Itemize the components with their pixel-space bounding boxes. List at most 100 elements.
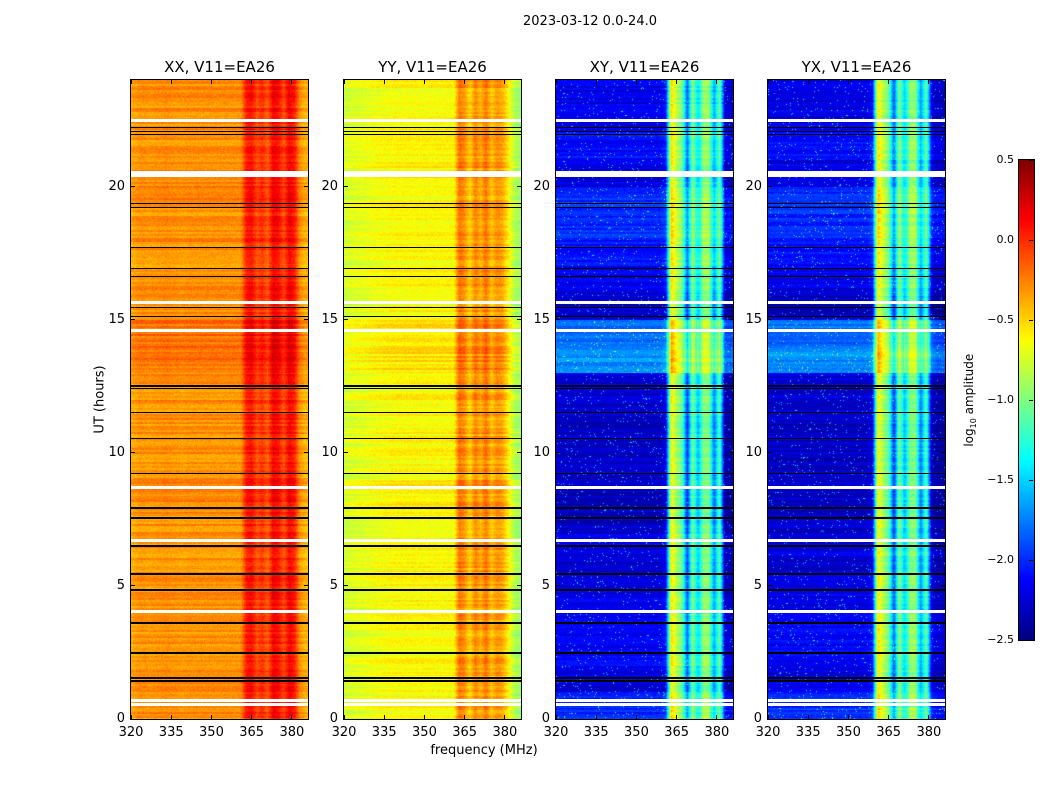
scan-boundary-line — [556, 385, 733, 387]
scan-boundary-line — [131, 385, 308, 387]
panel-yx: YX, V11=EA26 0 5 10 15 20 320 335 350 365 380 — [745, 58, 946, 740]
scan-boundary-line — [768, 411, 945, 414]
scan-boundary-line — [344, 680, 521, 682]
colorbar — [1018, 159, 1035, 641]
x-tick-label: 335 — [158, 725, 184, 740]
scan-boundary-line — [556, 133, 733, 136]
scan-boundary-line — [556, 573, 733, 575]
x-tick-label: 350 — [836, 725, 861, 740]
scan-boundary-line — [344, 315, 521, 318]
y-tick — [344, 319, 348, 321]
y-tick — [304, 585, 308, 587]
x-tick — [847, 715, 849, 719]
y-tick — [517, 452, 521, 454]
y-tick-label: 20 — [321, 178, 338, 194]
flagged-row — [556, 538, 733, 542]
scan-boundary-line — [556, 246, 733, 249]
x-tick — [383, 715, 385, 719]
flagged-row — [556, 328, 733, 332]
x-tick — [595, 80, 597, 84]
flagged-row — [344, 328, 521, 332]
x-tick — [343, 80, 345, 84]
colorbar-tick — [1029, 159, 1033, 161]
y-tick — [517, 319, 521, 321]
panel-title: XX, V11=EA26 — [164, 58, 275, 76]
x-tick — [767, 80, 769, 84]
y-tick — [941, 186, 945, 187]
flagged-row — [344, 703, 521, 707]
y-tick-label: 5 — [116, 577, 125, 593]
scan-boundary-line — [556, 652, 733, 654]
x-tick — [251, 715, 253, 719]
scan-boundary-line — [556, 677, 733, 679]
x-tick — [676, 80, 678, 84]
scan-boundary-line — [768, 437, 945, 440]
scan-boundary-line — [131, 677, 308, 679]
scan-boundary-line — [344, 437, 521, 440]
scan-boundary-line — [768, 133, 945, 136]
x-tick — [504, 80, 506, 84]
x-tick — [928, 80, 930, 84]
scan-boundary-line — [556, 206, 733, 209]
scan-boundary-line — [556, 126, 733, 129]
scan-boundary-line — [556, 275, 733, 278]
colorbar-gradient — [1019, 160, 1034, 640]
scan-boundary-line — [556, 589, 733, 591]
x-tick-label: 320 — [543, 725, 569, 740]
flagged-row — [131, 300, 308, 304]
x-tick — [423, 715, 425, 719]
y-tick — [344, 186, 348, 187]
y-tick — [131, 186, 135, 187]
colorbar-tick — [1029, 399, 1033, 401]
flagged-row — [556, 170, 733, 174]
panel-title: YY, V11=EA26 — [378, 58, 487, 76]
y-tick — [729, 585, 733, 587]
colorbar-tick — [1029, 319, 1033, 321]
flagged-row — [768, 118, 945, 122]
y-tick — [304, 718, 308, 720]
scan-boundary-line — [768, 472, 945, 474]
scan-boundary-line — [131, 517, 308, 519]
scan-boundary-line — [131, 315, 308, 318]
colorbar-tick — [1029, 479, 1033, 481]
scan-boundary-line — [131, 206, 308, 209]
x-tick — [251, 80, 253, 84]
x-tick — [170, 80, 172, 84]
panel-title: XY, V11=EA26 — [589, 58, 700, 76]
y-tick-label: 0 — [116, 711, 125, 726]
scan-boundary-line — [131, 622, 308, 624]
scan-boundary-line — [556, 306, 733, 309]
colorbar-tick-label: 0.0 — [996, 233, 1015, 246]
scan-boundary-line — [344, 545, 521, 547]
scan-boundary-line — [556, 202, 733, 205]
flagged-row — [556, 174, 733, 178]
y-tick — [517, 585, 521, 587]
colorbar-tick — [1029, 559, 1033, 561]
scan-boundary-line — [768, 652, 945, 654]
flagged-row — [131, 703, 308, 707]
scan-boundary-line — [556, 411, 733, 414]
flagged-row — [768, 328, 945, 332]
y-tick — [729, 186, 733, 187]
x-tick — [464, 715, 466, 719]
y-tick — [131, 452, 135, 454]
scan-boundary-line — [768, 589, 945, 591]
flagged-row — [131, 485, 308, 489]
x-tick-label: 365 — [664, 725, 690, 740]
colorbar-tick-label: −0.5 — [987, 313, 1014, 326]
scan-boundary-line — [344, 652, 521, 654]
flagged-row — [344, 300, 521, 304]
y-tick — [768, 585, 772, 587]
scan-boundary-line — [344, 246, 521, 249]
y-tick — [941, 585, 945, 587]
scan-boundary-line — [344, 472, 521, 474]
x-tick — [888, 715, 890, 719]
scan-boundary-line — [768, 573, 945, 575]
x-axis-label: frequency (MHz) — [430, 743, 538, 758]
scan-boundary-line — [131, 306, 308, 309]
scan-boundary-line — [344, 589, 521, 591]
scan-boundary-line — [131, 437, 308, 440]
scan-boundary-line — [344, 206, 521, 209]
y-tick — [344, 718, 348, 720]
scan-boundary-line — [344, 275, 521, 278]
